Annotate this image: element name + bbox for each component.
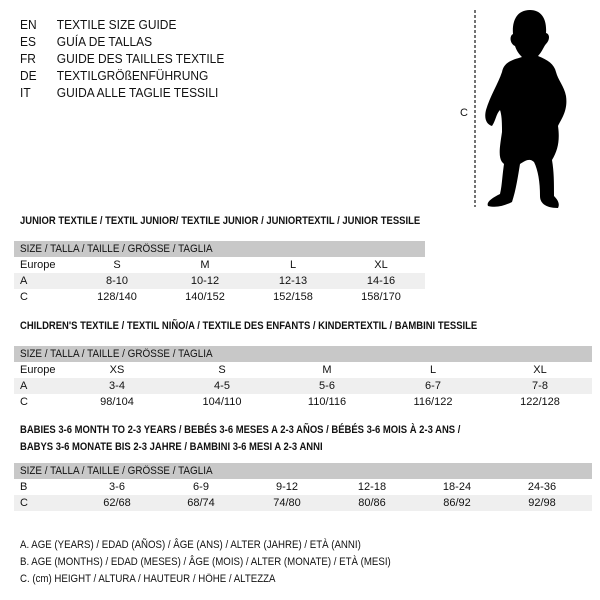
language-fr: FR GUIDE DES TAILLES TEXTILE xyxy=(20,51,225,66)
table-row: Europe XS S M L XL xyxy=(20,364,547,376)
child-silhouette-figure: C xyxy=(440,0,600,215)
language-es: ES GUÍA DE TALLAS xyxy=(20,34,153,49)
table-row: A 3-4 4-5 5-6 6-7 7-8 xyxy=(14,378,592,394)
language-it: IT GUIDA ALLE TAGLIE TESSILI xyxy=(20,85,219,100)
child-silhouette-icon xyxy=(474,10,567,208)
children-size-table: SIZE / TALLA / TAILLE / GRÖSSE / TAGLIA … xyxy=(14,346,592,410)
table-row: Europe S M L XL xyxy=(20,259,388,271)
table-header: SIZE / TALLA / TAILLE / GRÖSSE / TAGLIA xyxy=(14,463,592,479)
legend-a: A. AGE (YEARS) / EDAD (AÑOS) / ÂGE (ANS)… xyxy=(20,539,361,551)
language-de: DE TEXTILGRÖßENFÜHRUNG xyxy=(20,68,209,83)
table-row: C 62/68 68/74 74/80 80/86 86/92 92/98 xyxy=(14,495,592,511)
table-header: SIZE / TALLA / TAILLE / GRÖSSE / TAGLIA xyxy=(14,346,592,362)
babies-size-table: SIZE / TALLA / TAILLE / GRÖSSE / TAGLIA … xyxy=(14,463,592,511)
measure-label: C xyxy=(460,107,468,119)
table-row: C 128/140 140/152 152/158 158/170 xyxy=(20,291,401,303)
legend-c: C. (cm) HEIGHT / ALTURA / HAUTEUR / HÖHE… xyxy=(20,573,276,585)
table-row: B 3-6 6-9 9-12 12-18 18-24 24-36 xyxy=(20,481,557,493)
language-en: EN TEXTILE SIZE GUIDE xyxy=(20,17,177,32)
children-title: CHILDREN'S TEXTILE / TEXTIL NIÑO/A / TEX… xyxy=(20,320,478,332)
junior-title: JUNIOR TEXTILE / TEXTIL JUNIOR/ TEXTILE … xyxy=(20,215,421,227)
junior-size-table: SIZE / TALLA / TAILLE / GRÖSSE / TAGLIA … xyxy=(14,241,425,305)
table-header: SIZE / TALLA / TAILLE / GRÖSSE / TAGLIA xyxy=(14,241,425,257)
table-row: A 8-10 10-12 12-13 14-16 xyxy=(14,273,425,289)
babies-title-line1: BABIES 3-6 MONTH TO 2-3 YEARS / BEBÉS 3-… xyxy=(20,424,461,436)
table-row: C 98/104 104/110 110/116 116/122 122/128 xyxy=(20,396,560,408)
legend-b: B. AGE (MONTHS) / EDAD (MESES) / ÂGE (MO… xyxy=(20,556,391,568)
babies-title-line2: BABYS 3-6 MONATE BIS 2-3 JAHRE / BAMBINI… xyxy=(20,441,323,453)
